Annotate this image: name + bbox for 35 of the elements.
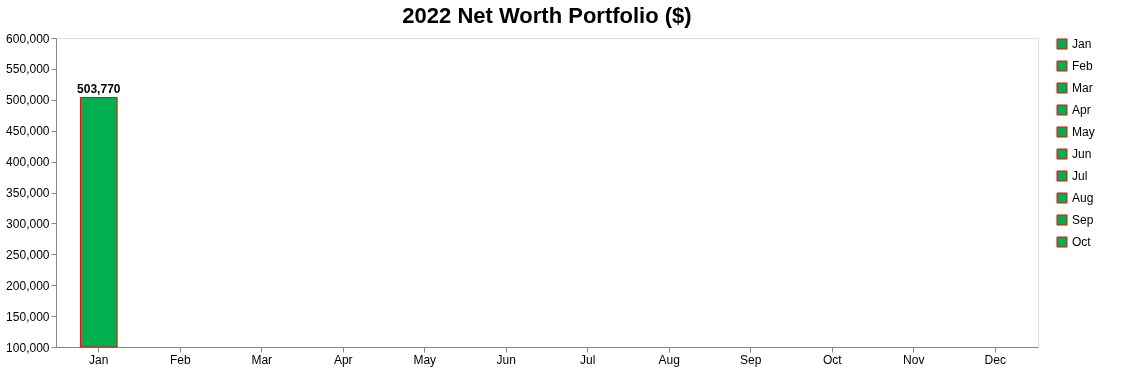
x-tick-label: Nov [903, 352, 925, 367]
x-tick-label: Feb [169, 352, 191, 367]
x-tick-label: Jan [89, 352, 109, 367]
legend-label: Jul [1072, 169, 1088, 183]
x-tick-label: Sep [740, 352, 762, 367]
legend-label: Mar [1072, 81, 1093, 95]
legend-label: Jan [1072, 37, 1092, 51]
chart-title: 2022 Net Worth Portfolio ($) [402, 3, 692, 28]
x-tick-label: Mar [251, 352, 273, 367]
y-tick-label: 500,000 [6, 93, 50, 108]
x-tick-label: Apr [333, 352, 353, 367]
y-tick-label: 600,000 [6, 31, 50, 46]
data-label: 503,770 [77, 82, 121, 97]
y-tick-label: 200,000 [6, 278, 50, 293]
legend-label: Oct [1072, 235, 1092, 249]
y-tick-label: 300,000 [6, 216, 50, 231]
x-tick-label: Jun [496, 352, 516, 367]
legend-label: Aug [1072, 191, 1094, 205]
x-tick-label: Aug [658, 352, 680, 367]
x-tick-label: Jul [580, 352, 596, 367]
legend-label: Apr [1072, 103, 1091, 117]
legend-label: Sep [1072, 213, 1094, 227]
x-tick-label: Oct [822, 352, 843, 367]
legend-label: May [1072, 125, 1095, 139]
y-tick-label: 350,000 [6, 186, 50, 200]
x-tick-label: May [413, 352, 437, 367]
y-tick-label: 250,000 [6, 247, 50, 262]
legend-label: Feb [1072, 59, 1093, 73]
legend-label: Jun [1072, 147, 1092, 161]
y-tick-label: 450,000 [6, 124, 50, 139]
y-tick-label: 400,000 [6, 155, 50, 170]
y-tick-label: 550,000 [6, 62, 50, 77]
y-tick-label: 150,000 [6, 309, 50, 324]
y-tick-label: 100,000 [6, 340, 50, 355]
x-tick-label: Dec [984, 352, 1006, 367]
